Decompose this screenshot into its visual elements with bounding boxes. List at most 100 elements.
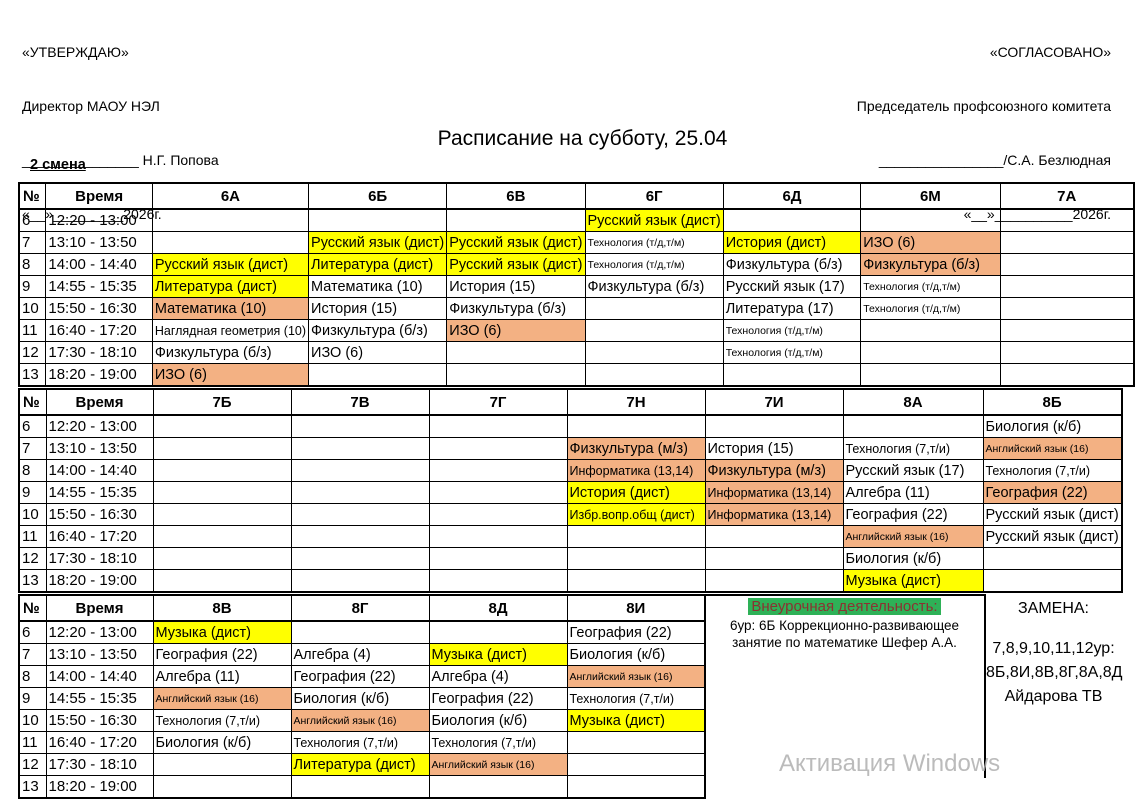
lesson-cell bbox=[290, 547, 430, 570]
lesson-cell: Литература (дист) bbox=[290, 753, 430, 776]
lesson-cell bbox=[584, 319, 724, 342]
time-cell: 17:30 - 18:10 bbox=[45, 341, 153, 364]
lesson-cell bbox=[584, 363, 724, 387]
time-cell: 18:20 - 19:00 bbox=[45, 363, 153, 387]
time-cell: 13:10 - 13:50 bbox=[45, 437, 154, 460]
lesson-cell: География (22) bbox=[428, 687, 568, 710]
lesson-cell bbox=[152, 525, 292, 548]
approval-line: _______________ Н.Г. Попова bbox=[22, 152, 219, 168]
lesson-cell bbox=[152, 547, 292, 570]
lesson-cell: Английский язык (16) bbox=[842, 525, 984, 548]
schedule-row: 7 13:10 - 13:50 Физкультура (м/з) История (… bbox=[18, 437, 1123, 460]
lesson-cell: Алгебра (4) bbox=[290, 643, 430, 666]
column-header-time: Время bbox=[45, 388, 154, 416]
lesson-cell: Физкультура (м/з) bbox=[704, 459, 844, 482]
lesson-cell bbox=[152, 569, 292, 593]
column-header-class: 8Д bbox=[428, 594, 568, 622]
lesson-cell bbox=[428, 775, 568, 799]
lesson-cell: Технология (7,т/и) bbox=[566, 687, 706, 710]
lesson-cell bbox=[704, 414, 844, 438]
lesson-cell bbox=[446, 208, 586, 232]
time-cell: 12:20 - 13:00 bbox=[45, 208, 153, 232]
lesson-cell bbox=[428, 547, 568, 570]
shift-label: 2 смена bbox=[30, 157, 86, 173]
lesson-number: 7 bbox=[18, 643, 47, 666]
approval-line: «УТВЕРЖДАЮ» bbox=[22, 44, 129, 60]
column-header-time: Время bbox=[45, 594, 154, 622]
time-cell: 13:10 - 13:50 bbox=[45, 643, 154, 666]
lesson-number: 12 bbox=[18, 341, 47, 364]
substitution-block: ЗАМЕНА: 7,8,9,10,11,12ур: 8Б,8И,8В,8Г,8А… bbox=[984, 594, 1123, 778]
lesson-number: 11 bbox=[18, 319, 47, 342]
lesson-cell bbox=[428, 481, 568, 504]
lesson-cell bbox=[566, 775, 706, 799]
lesson-cell bbox=[999, 208, 1135, 232]
approval-line: ________________/С.А. Безлюдная bbox=[878, 152, 1111, 168]
lesson-cell: Литература (дист) bbox=[151, 275, 310, 298]
time-cell: 18:20 - 19:00 bbox=[45, 775, 154, 799]
schedule-row: 11 16:40 - 17:20 Английский язык (16) Русск… bbox=[18, 525, 1123, 548]
time-cell: 12:20 - 13:00 bbox=[45, 414, 154, 438]
lesson-cell bbox=[566, 525, 706, 548]
schedule-row: 9 14:55 - 15:35 Литература (дист) Математик… bbox=[18, 275, 1135, 298]
lesson-number: 12 bbox=[18, 547, 47, 570]
lesson-cell: Технология (7,т/и) bbox=[290, 731, 430, 754]
lesson-cell bbox=[860, 319, 1001, 342]
schedule-row: 7 13:10 - 13:50 География (22) Алгебра (4) М… bbox=[18, 643, 706, 666]
lesson-number: 9 bbox=[18, 481, 47, 504]
lesson-number: 8 bbox=[18, 459, 47, 482]
schedule-table-grades-6a-7a: № Время 6А 6Б 6В 6Г 6Д 6М 7А 6 12:20 - 13:00 Русски… bbox=[18, 182, 1135, 387]
lesson-cell: ИЗО (6) bbox=[151, 363, 310, 387]
lesson-cell: Русский язык (17) bbox=[722, 275, 862, 298]
lesson-number: 11 bbox=[18, 731, 47, 754]
substitution-line: Айдарова ТВ bbox=[1004, 688, 1103, 705]
lesson-cell: Русский язык (17) bbox=[842, 459, 984, 482]
schedule-row: 10 15:50 - 16:30 Избр.вопр.общ (дист) Инфор… bbox=[18, 503, 1123, 526]
schedule-row: 8 14:00 - 14:40 Информатика (13,14) Физкуль… bbox=[18, 459, 1123, 482]
time-cell: 14:00 - 14:40 bbox=[45, 459, 154, 482]
schedule-row: 11 16:40 - 17:20 Биология (к/б) Технология … bbox=[18, 731, 706, 754]
page-title: Расписание на субботу, 25.04 bbox=[437, 127, 728, 150]
lesson-cell: Физкультура (б/з) bbox=[722, 253, 862, 276]
column-header-class: 6Б bbox=[308, 182, 448, 210]
lesson-cell bbox=[428, 525, 568, 548]
column-header-class: 7И bbox=[704, 388, 844, 416]
lesson-cell bbox=[584, 341, 724, 364]
lesson-cell: Физкультура (б/з) bbox=[860, 253, 1001, 276]
time-cell: 15:50 - 16:30 bbox=[45, 709, 154, 732]
lesson-cell: Технология (т/д,т/м) bbox=[722, 319, 862, 342]
lesson-cell bbox=[999, 363, 1135, 387]
lesson-cell bbox=[152, 414, 292, 438]
lesson-cell bbox=[290, 481, 430, 504]
lesson-cell: ИЗО (6) bbox=[446, 319, 586, 342]
lesson-cell: История (15) bbox=[446, 275, 586, 298]
lesson-number: 10 bbox=[18, 503, 47, 526]
lesson-number: 9 bbox=[18, 275, 47, 298]
lesson-cell bbox=[152, 437, 292, 460]
lesson-number: 6 bbox=[18, 208, 47, 232]
lesson-cell: Литература (17) bbox=[722, 297, 862, 320]
schedule-row: 7 13:10 - 13:50 Русский язык (дист) Русский… bbox=[18, 231, 1135, 254]
lesson-cell: Биология (к/б) bbox=[428, 709, 568, 732]
column-header-class: 7В bbox=[290, 388, 430, 416]
lesson-cell: Физкультура (б/з) bbox=[308, 319, 448, 342]
schedule-row: 12 17:30 - 18:10 Биология (к/б) bbox=[18, 547, 1123, 570]
lesson-cell bbox=[151, 208, 310, 232]
lesson-cell bbox=[860, 341, 1001, 364]
lesson-number: 10 bbox=[18, 709, 47, 732]
lesson-number: 13 bbox=[18, 363, 47, 387]
lesson-cell bbox=[152, 775, 292, 799]
lesson-cell: Информатика (13,14) bbox=[566, 459, 706, 482]
lesson-cell: Английский язык (16) bbox=[982, 437, 1123, 460]
lesson-number: 9 bbox=[18, 687, 47, 710]
approval-line: «СОГЛАСОВАНО» bbox=[989, 44, 1111, 60]
column-header-class: 7Б bbox=[152, 388, 292, 416]
column-header-class: 6Д bbox=[722, 182, 862, 210]
lesson-cell bbox=[584, 297, 724, 320]
column-header-class: 6Г bbox=[584, 182, 724, 210]
lesson-cell bbox=[428, 414, 568, 438]
column-header-number: № bbox=[18, 388, 47, 416]
lesson-cell: ИЗО (6) bbox=[860, 231, 1001, 254]
lesson-cell: Физкультура (б/з) bbox=[151, 341, 310, 364]
lesson-cell bbox=[860, 363, 1001, 387]
